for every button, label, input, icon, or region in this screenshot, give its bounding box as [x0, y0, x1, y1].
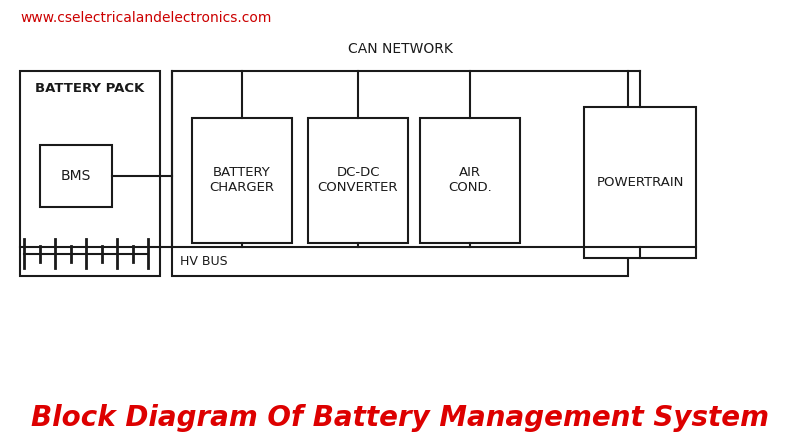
Text: AIR
COND.: AIR COND. — [448, 166, 492, 194]
Bar — [172, 71, 628, 276]
Text: BATTERY
CHARGER: BATTERY CHARGER — [210, 166, 274, 194]
Bar — [420, 118, 520, 243]
Bar — [40, 145, 112, 207]
Text: www.cselectricalandelectronics.com: www.cselectricalandelectronics.com — [20, 11, 271, 25]
Bar — [584, 107, 696, 258]
Text: Block Diagram Of Battery Management System: Block Diagram Of Battery Management Syst… — [31, 405, 769, 432]
Bar — [20, 71, 160, 276]
Bar — [192, 118, 292, 243]
Text: HV BUS: HV BUS — [180, 255, 228, 268]
Text: POWERTRAIN: POWERTRAIN — [596, 176, 684, 189]
Text: BATTERY PACK: BATTERY PACK — [35, 82, 145, 95]
Bar — [308, 118, 408, 243]
Text: DC-DC
CONVERTER: DC-DC CONVERTER — [318, 166, 398, 194]
Text: CAN NETWORK: CAN NETWORK — [347, 42, 453, 56]
Text: BMS: BMS — [61, 169, 91, 183]
